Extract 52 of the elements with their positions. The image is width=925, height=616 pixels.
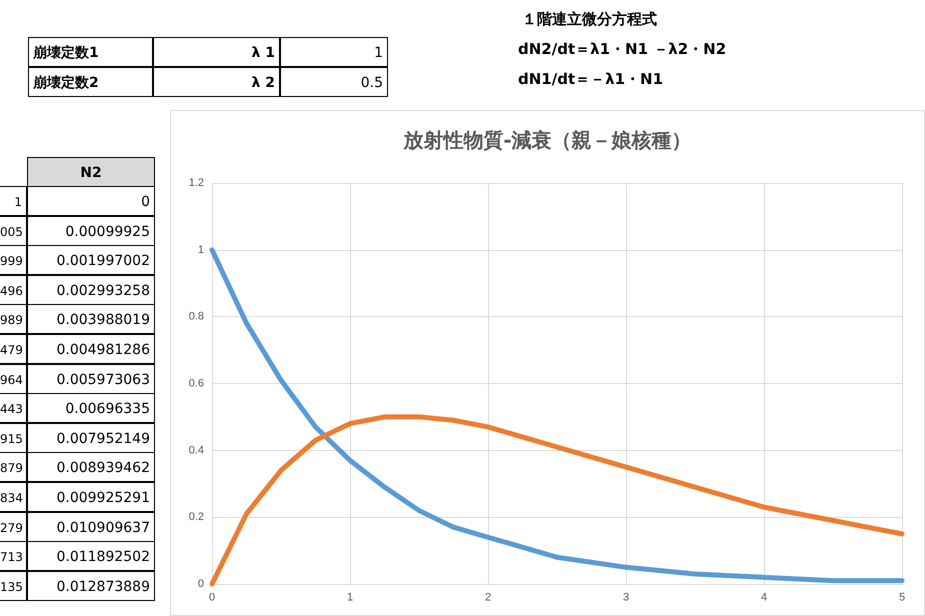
text: 005 bbox=[0, 216, 27, 246]
y-tick-label: 0.6 bbox=[188, 378, 204, 390]
text: dN2/dt＝λ1・N1 －λ2・N2 bbox=[518, 40, 726, 59]
text: 崩壊定数2 bbox=[28, 67, 153, 97]
y-tick-label: 1.2 bbox=[188, 177, 204, 189]
text: 999 bbox=[0, 245, 27, 276]
text: １階連立微分方程式 bbox=[522, 10, 657, 29]
text: 279 bbox=[0, 512, 27, 542]
text: 0.005973063 bbox=[27, 364, 155, 394]
text: 0.012873889 bbox=[27, 570, 155, 601]
text: 崩壊定数1 bbox=[28, 37, 153, 67]
y-tick-label: 0 bbox=[198, 578, 204, 590]
x-tick-label: 1 bbox=[346, 592, 354, 604]
text: 0.003988019 bbox=[27, 304, 155, 334]
text: 834 bbox=[0, 482, 27, 512]
text: 0.004981286 bbox=[27, 334, 155, 364]
x-tick-label: 2 bbox=[484, 592, 492, 604]
text: 0.002993258 bbox=[27, 274, 155, 305]
text: 0.009925291 bbox=[27, 482, 155, 512]
text: 915 bbox=[0, 422, 27, 453]
text: 713 bbox=[0, 541, 27, 572]
chart-title: 放射性物質-減衰（親－娘核種） bbox=[402, 128, 692, 152]
text: 0.010909637 bbox=[27, 512, 155, 542]
text: 879 bbox=[0, 452, 27, 482]
x-tick-label: 3 bbox=[622, 592, 630, 604]
text: 0.00099925 bbox=[27, 216, 155, 246]
text: 989 bbox=[0, 304, 27, 334]
text: 1 bbox=[280, 37, 388, 67]
x-tick-label: 0 bbox=[208, 592, 216, 604]
text: 964 bbox=[0, 364, 27, 394]
text: 496 bbox=[0, 274, 27, 305]
text: λ 1 bbox=[153, 37, 280, 67]
text: 135 bbox=[0, 570, 27, 601]
text: 1 bbox=[0, 186, 27, 216]
text: 0.001997002 bbox=[27, 245, 155, 276]
text: dN1/dt＝－λ1・N1 bbox=[518, 70, 664, 89]
y-tick-label: 1 bbox=[198, 244, 204, 256]
text: 0.00696335 bbox=[27, 393, 155, 424]
text: 479 bbox=[0, 334, 27, 364]
x-tick-label: 4 bbox=[760, 592, 768, 604]
text: 0.011892502 bbox=[27, 541, 155, 572]
x-tick-label: 5 bbox=[898, 592, 906, 604]
y-tick-label: 0.4 bbox=[188, 444, 204, 456]
text: 443 bbox=[0, 393, 27, 424]
text: λ 2 bbox=[153, 67, 280, 97]
text: 0.008939462 bbox=[27, 452, 155, 482]
text: 0 bbox=[27, 186, 155, 216]
text: N2 bbox=[27, 157, 155, 187]
y-tick-label: 0.8 bbox=[188, 310, 204, 323]
y-tick-label: 0.2 bbox=[188, 511, 204, 524]
text: 0.007952149 bbox=[27, 422, 155, 453]
text: 0.5 bbox=[280, 67, 388, 97]
